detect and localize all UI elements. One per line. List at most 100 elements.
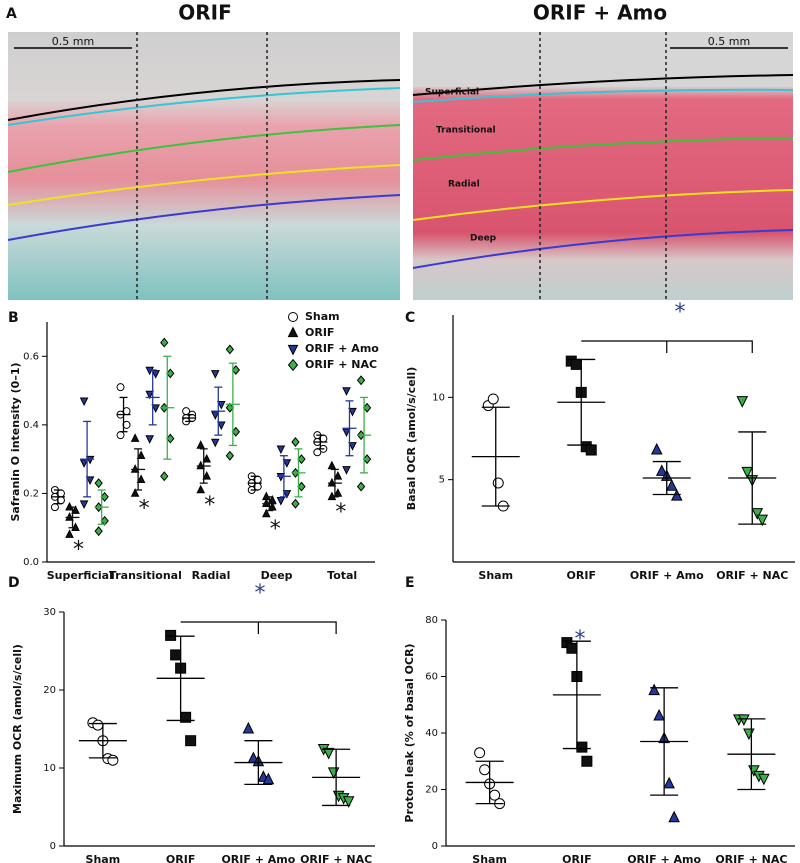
histology-image	[8, 32, 400, 300]
y-tick-label: 5	[439, 475, 445, 486]
x-tick-label: ORIF + NAC	[715, 853, 787, 863]
point	[145, 390, 154, 400]
point	[356, 375, 366, 386]
point	[741, 466, 754, 479]
point	[151, 404, 160, 414]
y-tick-label: 0	[432, 841, 438, 852]
significance-star: *	[139, 496, 150, 521]
point	[116, 431, 125, 440]
point	[79, 397, 89, 407]
point	[65, 529, 74, 538]
point	[474, 747, 486, 759]
significance-star: *	[255, 581, 266, 606]
point	[756, 514, 769, 527]
point	[65, 501, 74, 511]
point	[333, 470, 343, 480]
point	[297, 454, 306, 465]
point	[282, 490, 292, 499]
point	[196, 440, 206, 449]
y-axis-label: Maximum OCR (amol/s/cell)	[11, 644, 24, 814]
x-tick-label: ORIF	[562, 853, 591, 863]
point	[570, 358, 582, 370]
point	[71, 522, 80, 532]
x-tick-label: Deep	[261, 569, 293, 582]
point	[231, 365, 241, 375]
point	[185, 735, 197, 747]
point	[276, 496, 286, 506]
scale-label: 0.5 mm	[708, 35, 750, 48]
y-tick-label: 10	[432, 392, 445, 403]
point	[166, 368, 175, 379]
point	[71, 505, 80, 514]
x-tick-label: Sham	[86, 853, 121, 863]
point	[665, 479, 678, 491]
point	[348, 407, 357, 417]
point	[313, 448, 322, 457]
point	[130, 433, 140, 442]
zone-label: Radial	[448, 180, 480, 190]
y-tick-label: 30	[43, 607, 56, 618]
point	[653, 708, 665, 721]
point	[492, 477, 504, 489]
point	[92, 719, 104, 731]
histology-image	[413, 32, 793, 300]
point	[225, 344, 235, 355]
point	[262, 772, 275, 785]
point	[327, 767, 340, 780]
x-tick-label: Sham	[478, 569, 513, 582]
x-tick-label: Radial	[192, 569, 231, 582]
point	[165, 629, 177, 641]
point	[288, 312, 298, 322]
panel-label: A	[6, 6, 17, 22]
point	[107, 754, 119, 766]
scale-label: 0.5 mm	[52, 35, 94, 48]
zone-label: Deep	[470, 234, 497, 244]
point	[202, 470, 212, 480]
point	[362, 454, 372, 465]
x-tick-label: ORIF + Amo	[221, 853, 295, 863]
point	[130, 488, 140, 497]
significance-star: *	[575, 627, 586, 652]
point	[327, 491, 337, 501]
point	[94, 478, 103, 489]
panel-label: B	[8, 310, 19, 326]
x-tick-label: Sham	[472, 853, 507, 863]
significance-star: *	[335, 500, 346, 525]
point	[362, 402, 372, 413]
point	[287, 358, 299, 372]
y-tick-label: 0.0	[23, 557, 39, 568]
significance-star: *	[270, 517, 281, 542]
legend-label: ORIF + NAC	[305, 358, 377, 371]
point	[130, 464, 140, 473]
significance-star: *	[204, 493, 215, 518]
point	[585, 444, 597, 456]
point	[50, 503, 59, 512]
point	[145, 366, 154, 376]
point	[160, 471, 169, 482]
bracket	[581, 340, 753, 353]
point	[342, 387, 351, 396]
point	[581, 755, 593, 767]
point	[216, 400, 226, 410]
significance-star: *	[675, 300, 686, 325]
point	[743, 728, 755, 741]
point	[94, 526, 103, 537]
y-axis-label: Basal OCR (amol/s/cell)	[405, 367, 418, 510]
dividers	[136, 32, 667, 300]
point	[166, 433, 175, 444]
point	[242, 721, 255, 734]
panel-a: A ORIF ORIF + Amo 0.5 mm 0.5 mm Superfic…	[6, 1, 794, 300]
point	[116, 383, 125, 392]
y-tick-label: 0	[50, 841, 56, 852]
point	[576, 741, 588, 753]
point	[736, 396, 749, 408]
point	[282, 459, 292, 468]
legend-label: Sham	[305, 310, 340, 323]
point	[262, 508, 271, 518]
y-tick-label: 0.6	[23, 351, 39, 362]
point	[231, 426, 241, 437]
y-axis-label: Proton leak (% of basal OCR)	[403, 643, 416, 822]
point	[210, 438, 220, 448]
zone-label: Transitional	[436, 126, 496, 136]
point	[738, 714, 750, 726]
